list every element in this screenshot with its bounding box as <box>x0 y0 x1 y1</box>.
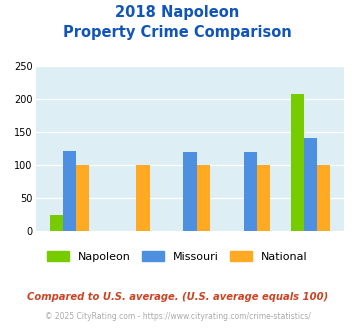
Bar <box>317 165 330 231</box>
Bar <box>76 165 89 231</box>
Bar <box>257 165 270 231</box>
Bar <box>183 152 197 231</box>
Bar <box>304 138 317 231</box>
Bar <box>197 165 210 231</box>
Bar <box>50 214 63 231</box>
Text: Compared to U.S. average. (U.S. average equals 100): Compared to U.S. average. (U.S. average … <box>27 292 328 302</box>
Bar <box>63 151 76 231</box>
Bar <box>136 165 149 231</box>
Text: Property Crime Comparison: Property Crime Comparison <box>63 25 292 40</box>
Bar <box>244 152 257 231</box>
Text: © 2025 CityRating.com - https://www.cityrating.com/crime-statistics/: © 2025 CityRating.com - https://www.city… <box>45 312 310 321</box>
Text: 2018 Napoleon: 2018 Napoleon <box>115 5 240 20</box>
Bar <box>290 94 304 231</box>
Legend: Napoleon, Missouri, National: Napoleon, Missouri, National <box>43 247 312 267</box>
